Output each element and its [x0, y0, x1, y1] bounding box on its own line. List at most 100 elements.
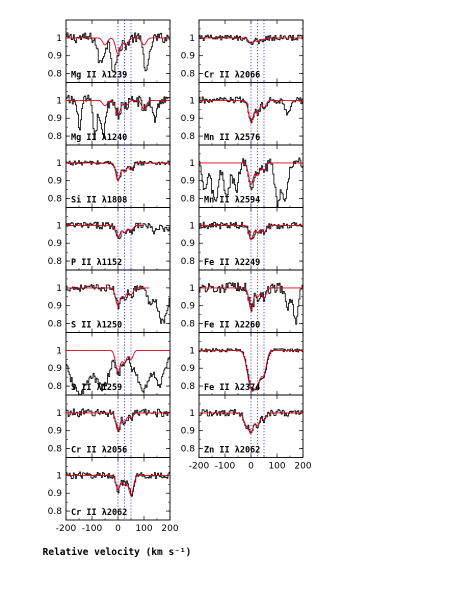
- x-tick-label: 0: [115, 524, 121, 534]
- y-tick-label: 1: [56, 409, 62, 419]
- y-tick-label: 0.8: [181, 132, 196, 142]
- x-tick-label: 100: [135, 524, 152, 534]
- model-fit: [199, 162, 303, 186]
- transition-label: Mn II λ2576: [204, 133, 260, 143]
- x-tick-label: 200: [294, 462, 311, 472]
- spectrum-panel: 1 0.9 0.8 Fe II λ2249: [181, 207, 304, 271]
- model-fit: [199, 224, 303, 241]
- y-tick-label: 0.9: [181, 52, 196, 62]
- model-fit: [66, 162, 170, 182]
- spectrum-panel: 1 0.9 0.8 Mn II λ2576: [181, 82, 304, 146]
- y-tick-label: 1: [189, 346, 195, 356]
- spectrum-panel: 1 0.9 0.8 P II λ1152: [48, 207, 171, 271]
- model-fit: [199, 99, 303, 123]
- y-tick-label: 0.8: [181, 382, 196, 392]
- x-tick-label: -100: [215, 462, 236, 472]
- model-fit: [66, 349, 170, 373]
- y-tick-label: 0.9: [48, 52, 63, 62]
- y-tick-label: 0.8: [181, 257, 196, 267]
- y-tick-label: 1: [56, 284, 62, 294]
- observed-spectrum: [66, 408, 170, 433]
- x-tick-label: -200: [189, 462, 210, 472]
- model-fit: [199, 287, 303, 310]
- y-tick-label: 0.8: [48, 320, 63, 330]
- spectrum-panel: 1 0.9 0.8 S II λ1259: [48, 332, 171, 396]
- y-tick-label: 1: [189, 34, 195, 44]
- model-fit: [199, 37, 303, 44]
- y-tick-label: 0.8: [181, 70, 196, 80]
- y-tick-label: 0.8: [48, 382, 63, 392]
- observed-spectrum: [199, 221, 303, 240]
- y-tick-label: 0.9: [48, 489, 63, 499]
- y-tick-label: 0.9: [181, 427, 196, 437]
- spectrum-panel: 1 0.9 0.8 Mg II λ1240: [48, 82, 171, 146]
- y-tick-label: 1: [189, 284, 195, 294]
- spectrum-panel: 1 0.9 0.8 Cr II λ2066: [181, 19, 304, 83]
- transition-label: P II λ1152: [71, 258, 122, 268]
- model-fit: [66, 287, 150, 307]
- observed-spectrum: [66, 32, 170, 73]
- y-tick-label: 1: [189, 159, 195, 169]
- x-tick-label: -100: [82, 524, 103, 534]
- y-tick-label: 0.9: [181, 364, 196, 374]
- y-tick-label: 0.9: [181, 239, 196, 249]
- y-tick-label: 1: [189, 221, 195, 231]
- y-tick-label: 0.8: [48, 132, 63, 142]
- x-axis-title: Relative velocity (km s⁻¹): [43, 547, 192, 558]
- spectrum-panel: 1 0.9 0.8 Si II λ1808: [48, 144, 171, 208]
- y-tick-label: 1: [56, 34, 62, 44]
- y-tick-label: 0.8: [48, 195, 63, 205]
- model-fit: [66, 37, 170, 55]
- transition-label: Zn II λ2062: [204, 446, 260, 456]
- y-tick-label: 0.8: [48, 257, 63, 267]
- y-tick-label: 0.9: [48, 177, 63, 187]
- observed-spectrum: [66, 221, 170, 240]
- model-fit: [66, 99, 170, 116]
- y-tick-label: 0.9: [48, 302, 63, 312]
- model-fit: [66, 412, 170, 432]
- spectrum-panel: 1 0.9 0.8 Cr II λ2056: [48, 394, 171, 458]
- y-tick-label: 1: [189, 409, 195, 419]
- transition-label: Mn II λ2594: [204, 196, 260, 206]
- spectrum-panel: 1 0.9 0.8 Zn II λ2062: [181, 394, 304, 458]
- observed-spectrum: [66, 284, 170, 324]
- transition-label: Cr II λ2066: [204, 71, 260, 81]
- transition-label: Fe II λ2260: [204, 321, 260, 331]
- transition-label: S II λ1250: [71, 321, 122, 331]
- y-tick-label: 1: [56, 346, 62, 356]
- y-tick-label: 1: [56, 96, 62, 106]
- y-tick-label: 0.8: [48, 507, 63, 517]
- x-tick-label: 100: [268, 462, 285, 472]
- y-tick-label: 0.8: [181, 195, 196, 205]
- x-tick-label: 200: [161, 524, 178, 534]
- y-tick-label: 1: [189, 96, 195, 106]
- spectrum-panel: 1 0.9 0.8 Fe II λ2260: [181, 269, 304, 333]
- transition-label: Cr II λ2056: [71, 446, 127, 456]
- y-tick-label: 0.8: [48, 70, 63, 80]
- model-fit: [199, 412, 303, 434]
- transition-label: Mg II λ1240: [71, 133, 127, 143]
- spectrum-panel: 1 0.9 0.8 Mg II λ1239: [48, 19, 171, 83]
- y-tick-label: 0.8: [181, 320, 196, 330]
- y-tick-label: 0.9: [48, 427, 63, 437]
- y-tick-label: 0.9: [48, 239, 63, 249]
- transition-label: Fe II λ2374: [204, 383, 260, 393]
- observed-spectrum: [199, 96, 303, 124]
- observed-spectrum: [199, 282, 303, 325]
- model-fit: [66, 224, 144, 239]
- panel-grid: 1 0.9 0.8 Mg II λ1239 1 0.9 0.8 Mg II λ1240 1 0.9…: [48, 19, 312, 534]
- spectrum-panel: 1 0.9 0.8 Fe II λ2374: [181, 332, 304, 396]
- observed-spectrum: [199, 157, 303, 207]
- model-fit: [66, 474, 170, 496]
- y-tick-label: 1: [56, 159, 62, 169]
- y-tick-label: 0.9: [48, 114, 63, 124]
- observed-spectrum: [66, 94, 170, 141]
- y-tick-label: 0.9: [181, 302, 196, 312]
- spectrum-panel: 1 0.9 0.8 Mn II λ2594: [181, 144, 304, 208]
- transition-label: Si II λ1808: [71, 195, 127, 206]
- y-tick-label: 0.8: [48, 445, 63, 455]
- y-tick-label: 1: [56, 221, 62, 231]
- model-fit: [199, 349, 303, 391]
- y-tick-label: 0.9: [181, 114, 196, 124]
